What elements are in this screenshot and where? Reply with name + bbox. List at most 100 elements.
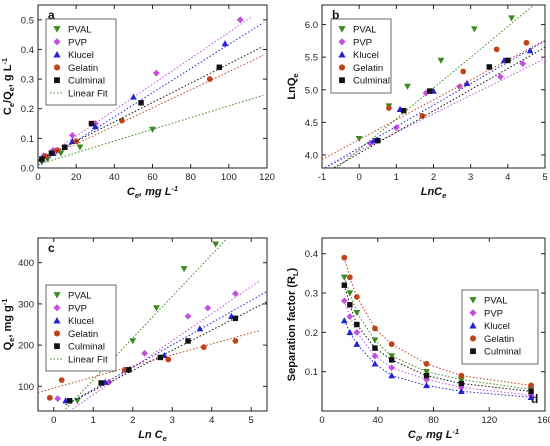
x-tick-label: -1: [318, 172, 326, 183]
legend-marker-klucel: [53, 51, 61, 58]
point-pval: [149, 126, 156, 133]
y-tick-label: 400: [18, 258, 34, 269]
x-tick-label: 20: [71, 172, 82, 183]
plot-area: [322, 5, 545, 168]
legend-entry: Culminal: [68, 76, 105, 87]
point-gelatin: [528, 382, 534, 389]
point-gelatin: [232, 338, 239, 344]
point-culminal: [185, 338, 191, 344]
point-pvp: [388, 364, 396, 372]
point-gelatin: [386, 105, 392, 111]
point-culminal: [401, 107, 407, 114]
fit-line-pvp: [38, 16, 253, 163]
legend-entry: PVAL: [68, 25, 92, 36]
point-gelatin: [46, 394, 53, 401]
point-gelatin: [58, 377, 65, 383]
fit-line-pvp: [323, 58, 545, 168]
legend-box: [45, 284, 117, 372]
chart-panel-d: 0 40 80 120 160 0.1 0.2 0.3 0.4 C0​, mg L-1​ Separ…: [286, 237, 550, 443]
x-tick-label: 5: [542, 172, 547, 183]
legend-entry: Klucel: [484, 321, 510, 332]
point-culminal: [157, 354, 164, 361]
point-pval: [457, 376, 465, 383]
legend-entry: PVAL: [353, 25, 377, 36]
fit-line-gelatin: [38, 54, 264, 163]
point-pval: [404, 83, 411, 90]
chart-panel-b: -10123454.04.55.05.56.0LnCe​LnQe​bPVALPV…: [286, 4, 548, 200]
point-pval: [371, 337, 379, 344]
fit-line-pval: [38, 94, 264, 165]
point-pvp: [141, 349, 149, 357]
point-culminal: [354, 321, 360, 328]
x-axis-label: C0​, mg L-1​: [408, 427, 459, 443]
point-pval: [76, 144, 84, 151]
x-tick-label: 120: [259, 172, 275, 183]
panel-label: d: [531, 392, 538, 406]
point-klucel: [526, 47, 534, 54]
y-tick-label: 0.2: [305, 328, 318, 339]
x-tick-label: 160: [537, 415, 550, 426]
point-gelatin: [346, 274, 353, 281]
legend-entry: PVP: [484, 308, 503, 319]
point-gelatin: [458, 372, 465, 379]
y-tick-label: 0.4: [21, 45, 34, 56]
point-pvp: [497, 73, 504, 81]
legend-entry: PVAL: [68, 291, 92, 302]
y-tick-label: 0.4: [305, 249, 318, 260]
y-tick-label: 0.3: [305, 289, 318, 300]
x-tick-label: 1: [91, 415, 96, 426]
point-culminal: [458, 380, 465, 387]
point-gelatin: [165, 356, 172, 363]
point-klucel: [221, 40, 229, 47]
point-culminal: [48, 150, 55, 156]
x-tick-label: 3: [468, 172, 473, 183]
point-klucel: [353, 340, 361, 347]
point-culminal: [388, 357, 395, 363]
y-tick-label: 0.3: [21, 75, 34, 86]
fit-line-culminal: [38, 46, 264, 162]
legend-marker-pvp: [53, 38, 61, 46]
y-tick-label: 0.1: [305, 367, 318, 378]
point-klucel: [527, 393, 535, 400]
point-pvp: [353, 328, 361, 336]
point-gelatin: [493, 46, 500, 53]
x-tick-label: 0: [319, 415, 324, 426]
point-pval: [74, 397, 81, 405]
legend-entry: Klucel: [68, 316, 94, 327]
point-pval: [180, 266, 188, 273]
point-gelatin: [523, 39, 530, 46]
x-tick-label: 3: [170, 415, 175, 426]
legend-entry: Gelatin: [68, 329, 98, 340]
point-culminal: [66, 397, 73, 404]
x-tick-label: 4: [209, 415, 214, 426]
point-klucel: [130, 93, 137, 100]
point-pval: [470, 26, 478, 33]
point-pval: [153, 305, 160, 312]
point-pval: [508, 15, 515, 22]
point-culminal: [427, 88, 433, 94]
point-culminal: [98, 380, 104, 386]
y-axis-label: LnQe​: [286, 73, 300, 99]
x-tick-label: 1: [394, 172, 399, 183]
point-pvp: [346, 313, 354, 321]
point-pvp: [232, 290, 239, 298]
point-klucel: [340, 317, 348, 324]
x-tick-label: 120: [481, 415, 497, 426]
point-gelatin: [341, 254, 348, 261]
point-pval: [355, 135, 363, 143]
legend-marker-pvp: [53, 304, 61, 312]
point-culminal: [88, 120, 95, 127]
point-culminal: [341, 282, 348, 288]
point-klucel: [457, 387, 465, 395]
legend-marker-klucel: [53, 317, 61, 324]
point-klucel: [423, 382, 430, 389]
y-axis-label: Ce​/Qe​, g L-1​: [0, 58, 16, 115]
y-tick-label: 5.5: [305, 53, 318, 64]
panel-label: a: [48, 8, 55, 22]
point-gelatin: [460, 68, 467, 75]
legend-marker-pval: [338, 26, 346, 33]
point-gelatin: [200, 344, 207, 351]
point-culminal: [347, 302, 353, 308]
